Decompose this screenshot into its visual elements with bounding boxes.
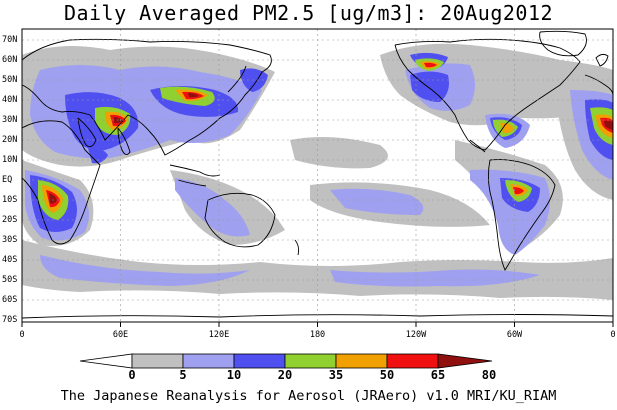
lat-label: 10N bbox=[2, 155, 18, 165]
gridlines bbox=[22, 29, 613, 322]
lon-label: 120E bbox=[208, 330, 230, 340]
colorbar-segment bbox=[437, 353, 493, 369]
coastlines bbox=[22, 30, 613, 319]
colorbar-segment bbox=[386, 353, 439, 369]
lat-label: 70N bbox=[2, 35, 18, 45]
colorbar-segment bbox=[335, 353, 388, 369]
colorbar-segment bbox=[131, 353, 184, 369]
colorbar-segment bbox=[79, 353, 133, 369]
map-title: Daily Averaged PM2.5 [ug/m3]: 20Aug2012 bbox=[63, 1, 554, 25]
lon-label: 60E bbox=[112, 330, 129, 340]
colorbar-level-label: 0 bbox=[128, 368, 136, 382]
lat-label: 40N bbox=[2, 95, 18, 105]
lat-label: 30N bbox=[2, 115, 18, 125]
lon-label: 0 bbox=[19, 330, 25, 340]
lat-label: 20S bbox=[2, 215, 18, 225]
colorbar bbox=[79, 353, 493, 369]
colorbar-level-label: 10 bbox=[226, 368, 242, 382]
lon-label: 0 bbox=[610, 330, 616, 340]
colorbar-level-label: 5 bbox=[179, 368, 187, 382]
lat-label: 70S bbox=[2, 315, 18, 325]
colorbar-level-label: 65 bbox=[430, 368, 446, 382]
colorbar-level-label: 20 bbox=[277, 368, 293, 382]
colorbar-segment bbox=[284, 353, 337, 369]
lat-label: 40S bbox=[2, 255, 18, 265]
lon-label: 60W bbox=[506, 330, 523, 340]
lat-label: 10S bbox=[2, 195, 18, 205]
colorbar-level-label: 50 bbox=[379, 368, 395, 382]
lat-label: EQ bbox=[2, 175, 13, 185]
lat-label: 60S bbox=[2, 295, 18, 305]
lon-label: 120W bbox=[405, 330, 427, 340]
colorbar-level-label: 35 bbox=[328, 368, 344, 382]
lat-label: 60N bbox=[2, 55, 18, 65]
lat-label: 20N bbox=[2, 135, 18, 145]
pm25-field bbox=[22, 29, 613, 322]
lat-label: 50S bbox=[2, 275, 18, 285]
colorbar-level-label: 80 bbox=[481, 368, 497, 382]
axis-ticks bbox=[21, 322, 614, 327]
colorbar-segment bbox=[233, 353, 286, 369]
colorbar-segment bbox=[182, 353, 235, 369]
footer-credit: The Japanese Reanalysis for Aerosol (JRA… bbox=[60, 388, 557, 404]
lat-label: 30S bbox=[2, 235, 18, 245]
lat-label: 50N bbox=[2, 75, 18, 85]
lon-label: 180 bbox=[309, 330, 326, 340]
